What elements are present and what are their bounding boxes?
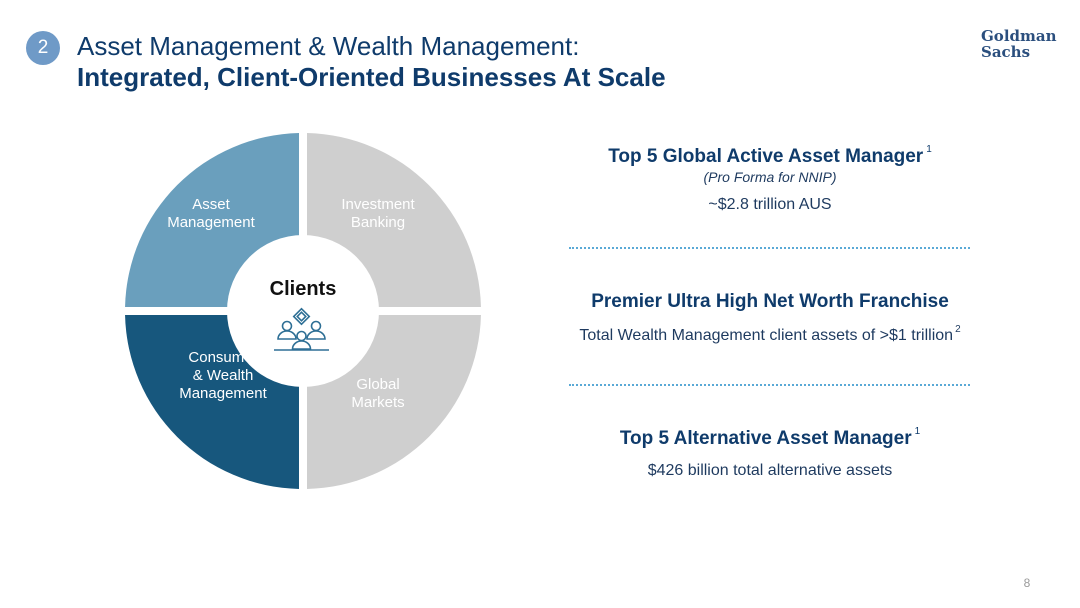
logo-line1: Goldman xyxy=(981,27,1057,45)
goldman-sachs-logo: Goldman Sachs xyxy=(981,28,1061,60)
page-number: 8 xyxy=(1023,576,1031,590)
quadrant-label-line: Global xyxy=(356,376,399,393)
quadrant-label-investment-banking: Investment Banking xyxy=(341,196,415,231)
quadrant-label-consumer-wealth-management: Consumer & Wealth Management xyxy=(179,349,267,402)
footnote-marker: 2 xyxy=(955,324,961,335)
footnote-marker: 1 xyxy=(914,426,921,437)
quadrant-label-global-markets: Global Markets xyxy=(351,376,404,411)
quadrant-label-line: Investment xyxy=(341,196,415,213)
logo-line2: Sachs xyxy=(981,43,1031,61)
section-number-badge: 2 xyxy=(26,31,60,65)
highlight-detail-wealth-assets: Total Wealth Management client assets of… xyxy=(579,324,961,344)
highlight-detail-alternative-assets: $426 billion total alternative assets xyxy=(647,462,893,479)
page-title-line1: Asset Management & Wealth Management: xyxy=(77,31,580,61)
highlight-title-uhnw: Premier Ultra High Net Worth Franchise xyxy=(591,291,949,312)
highlight-detail-aus: ~$2.8 trillion AUS xyxy=(708,196,832,213)
quadrant-label-line: Banking xyxy=(351,214,405,231)
quadrant-label-line: Management xyxy=(167,214,255,231)
highlight-title-asset-manager: Top 5 Global Active Asset Manager 1 xyxy=(608,144,932,167)
quadrant-label-line: Management xyxy=(179,385,267,402)
center-label: Clients xyxy=(270,278,337,300)
people-group-icon xyxy=(274,307,329,351)
highlight-note-nnip: (Pro Forma for NNIP) xyxy=(703,169,837,185)
footnote-marker: 1 xyxy=(926,144,932,155)
quadrant-label-line: Asset xyxy=(192,196,230,213)
quadrant-label-asset-management: Asset Management xyxy=(167,196,255,231)
highlight-title-alternative-manager: Top 5 Alternative Asset Manager 1 xyxy=(619,426,921,449)
quadrant-label-line: Markets xyxy=(351,394,404,411)
quadrant-label-line: & Wealth xyxy=(193,367,254,384)
dotted-divider xyxy=(569,247,970,249)
page-title-line2: Integrated, Client-Oriented Businesses A… xyxy=(77,62,666,92)
dotted-divider xyxy=(569,384,970,386)
